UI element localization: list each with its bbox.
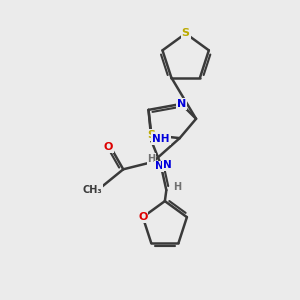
Text: NH: NH: [152, 134, 170, 144]
Text: S: S: [148, 130, 155, 140]
Text: CH₃: CH₃: [82, 185, 102, 195]
Text: N: N: [154, 161, 163, 171]
Text: H: H: [147, 154, 155, 164]
Text: O: O: [104, 142, 113, 152]
Text: O: O: [138, 212, 148, 222]
Text: N: N: [163, 160, 171, 170]
Text: S: S: [182, 28, 190, 38]
Text: N: N: [177, 99, 186, 109]
Text: H: H: [173, 182, 181, 192]
